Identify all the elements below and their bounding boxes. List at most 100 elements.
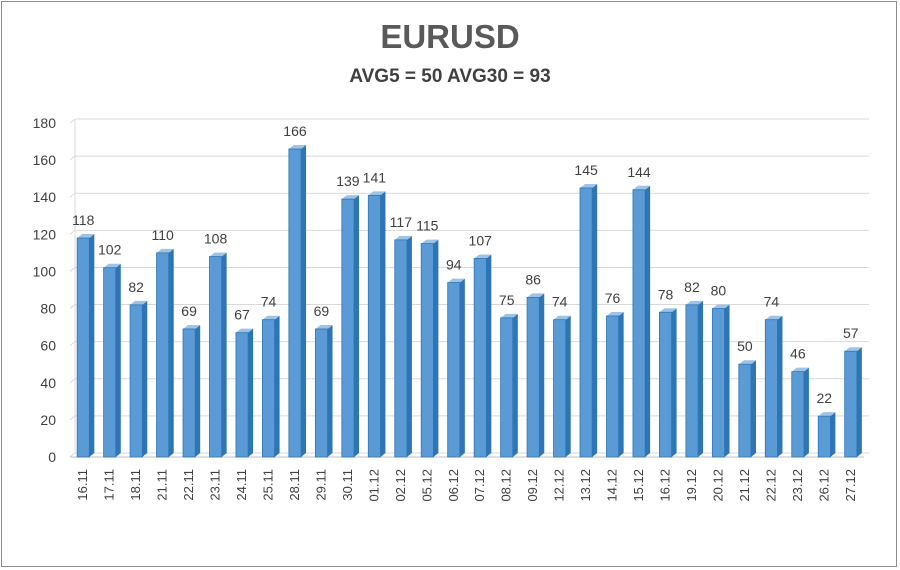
data-label: 144: [627, 164, 651, 180]
bar-top: [103, 263, 121, 268]
bar-top: [474, 254, 492, 259]
bar-side: [168, 248, 174, 457]
bar-side: [248, 328, 254, 457]
gridline-depth: [69, 118, 76, 124]
x-tick-label: 16.12: [658, 469, 673, 502]
bar-side: [592, 183, 598, 457]
data-label: 118: [72, 212, 95, 228]
bar-top: [765, 315, 783, 320]
data-label: 50: [737, 338, 753, 354]
data-label: 94: [446, 257, 462, 273]
data-label: 82: [128, 279, 144, 295]
bar-side: [671, 308, 677, 457]
bar: [791, 371, 805, 458]
bar-side: [645, 185, 651, 458]
x-tick-label: 23.11: [208, 469, 223, 501]
data-label: 46: [790, 346, 806, 362]
bar-top: [659, 308, 677, 313]
bar-side: [856, 347, 862, 457]
gridline-depth: [69, 229, 76, 235]
bar-side: [486, 254, 492, 457]
x-tick-label: 19.12: [684, 469, 699, 502]
bar: [103, 267, 117, 458]
x-tick-label: 16.11: [75, 469, 90, 501]
x-tick-label: 29.11: [313, 469, 328, 501]
bar: [156, 252, 170, 458]
y-tick-label: 0: [48, 449, 56, 465]
bar: [394, 239, 408, 458]
data-label: 80: [711, 283, 727, 299]
bar-side: [724, 304, 730, 457]
x-tick-label: 22.12: [763, 469, 778, 502]
x-tick-label: 25.11: [261, 469, 276, 501]
bar-side: [406, 235, 412, 457]
data-label: 74: [764, 294, 780, 310]
chart-subtitle: AVG5 = 50 AVG30 = 93: [349, 66, 551, 87]
bar-side: [115, 263, 121, 457]
bar: [817, 415, 831, 458]
bar: [447, 282, 461, 458]
gridline-depth: [69, 341, 76, 347]
bar-top: [712, 304, 730, 309]
bar: [129, 304, 143, 458]
y-tick-label: 160: [33, 152, 57, 168]
bar-side: [274, 315, 280, 457]
bar-top: [288, 144, 307, 149]
bar-top: [394, 235, 412, 240]
bar-top: [368, 191, 386, 196]
bar-side: [353, 195, 359, 458]
bar: [288, 148, 302, 458]
bar-side: [698, 300, 704, 457]
bar-top: [500, 313, 518, 318]
bar-top: [209, 252, 227, 257]
bar-top: [791, 367, 809, 372]
y-tick-label: 20: [40, 412, 56, 428]
bar-side: [221, 252, 227, 457]
data-label: 76: [605, 290, 621, 306]
bar-top: [156, 248, 174, 253]
bar-top: [447, 278, 465, 283]
x-tick-label: 26.12: [816, 469, 831, 502]
x-tick-label: 27.12: [843, 469, 858, 502]
bar: [473, 258, 487, 458]
data-label: 78: [658, 286, 674, 302]
bar: [632, 189, 646, 458]
bar: [579, 187, 593, 458]
bar-top: [818, 412, 836, 417]
bar: [606, 315, 620, 458]
x-tick-label: 15.12: [631, 469, 646, 502]
data-label: 108: [204, 231, 228, 247]
x-tick-label: 30.11: [340, 469, 355, 501]
data-label: 86: [525, 271, 541, 287]
bar-top: [580, 183, 598, 188]
data-label: 69: [181, 303, 197, 319]
bar-side: [142, 300, 148, 457]
bar-side: [433, 239, 439, 457]
y-tick-label: 140: [33, 189, 57, 205]
bars: [76, 144, 862, 458]
data-label: 67: [234, 307, 250, 323]
x-tick-label: 22.11: [181, 469, 196, 501]
bar: [182, 328, 196, 458]
bar-side: [380, 191, 386, 457]
bar: [844, 350, 858, 458]
bar-top: [527, 293, 545, 298]
bar: [659, 311, 672, 458]
data-label: 139: [336, 173, 360, 189]
data-label: 141: [363, 169, 387, 185]
x-tick-label: 24.11: [234, 469, 249, 501]
x-tick-label: 12.12: [552, 469, 567, 502]
gridline-depth: [69, 267, 76, 272]
x-tick-label: 23.12: [790, 469, 805, 502]
x-tick-label: 21.12: [737, 469, 752, 502]
bar-side: [777, 315, 783, 457]
bar: [209, 256, 223, 458]
data-label: 74: [552, 294, 568, 310]
x-tick-label: 28.11: [287, 469, 302, 501]
data-label: 57: [843, 325, 859, 341]
gridline-depth: [69, 155, 76, 161]
bar-side: [618, 311, 624, 457]
